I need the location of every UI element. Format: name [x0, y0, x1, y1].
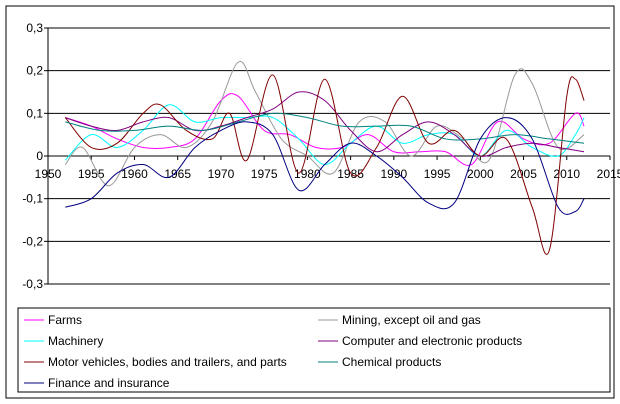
x-tick-label: 2000 — [467, 167, 494, 181]
legend-label: Computer and electronic products — [342, 334, 522, 348]
legend-label: Motor vehicles, bodies and trailers, and… — [48, 355, 287, 369]
series-line-machinery — [64, 104, 585, 166]
series-line-finance-and-insurance — [65, 117, 585, 215]
x-tick-label: 1995 — [424, 167, 451, 181]
y-tick-label: -0,1 — [22, 192, 43, 206]
series-lines — [64, 60, 585, 255]
y-tick-label: -0,3 — [22, 277, 43, 291]
series-line-computer-and-electronic-products — [65, 91, 585, 157]
legend-label: Chemical products — [342, 355, 441, 369]
series-line-mining-except-oil-and-gas — [64, 60, 585, 187]
legend-label: Finance and insurance — [48, 376, 170, 390]
legend-label: Machinery — [48, 334, 103, 348]
series-line-farms — [65, 93, 585, 166]
legend: Farms Mining, except oil and gas Machinery… — [17, 307, 611, 393]
x-tick-label: 1960 — [121, 167, 148, 181]
x-tick-label: 1975 — [251, 167, 278, 181]
x-tick-label: 1955 — [78, 167, 105, 181]
legend-box — [17, 307, 611, 393]
y-tick-label: 0,2 — [26, 64, 43, 78]
series-line-motor-vehicles-bodies-and-trailers-and-parts — [64, 74, 585, 255]
y-tick-label: 0 — [36, 149, 43, 163]
x-tick-label: 1970 — [208, 167, 235, 181]
x-tick-label: 1950 — [35, 167, 62, 181]
x-tick-label: 1990 — [380, 167, 407, 181]
y-tick-label: -0,2 — [22, 234, 43, 248]
series-line-chemical-products — [65, 112, 585, 144]
grid-lines — [48, 27, 610, 285]
x-tick-label: 2005 — [510, 167, 537, 181]
y-tick-label: 0,3 — [26, 21, 43, 35]
legend-label: Mining, except oil and gas — [342, 313, 481, 327]
x-tick-label: 2010 — [553, 167, 580, 181]
legend-label: Farms — [48, 313, 82, 327]
x-tick-label: 2015 — [597, 167, 620, 181]
y-tick-label: 0,1 — [26, 106, 43, 120]
x-tick-label: 1965 — [164, 167, 191, 181]
